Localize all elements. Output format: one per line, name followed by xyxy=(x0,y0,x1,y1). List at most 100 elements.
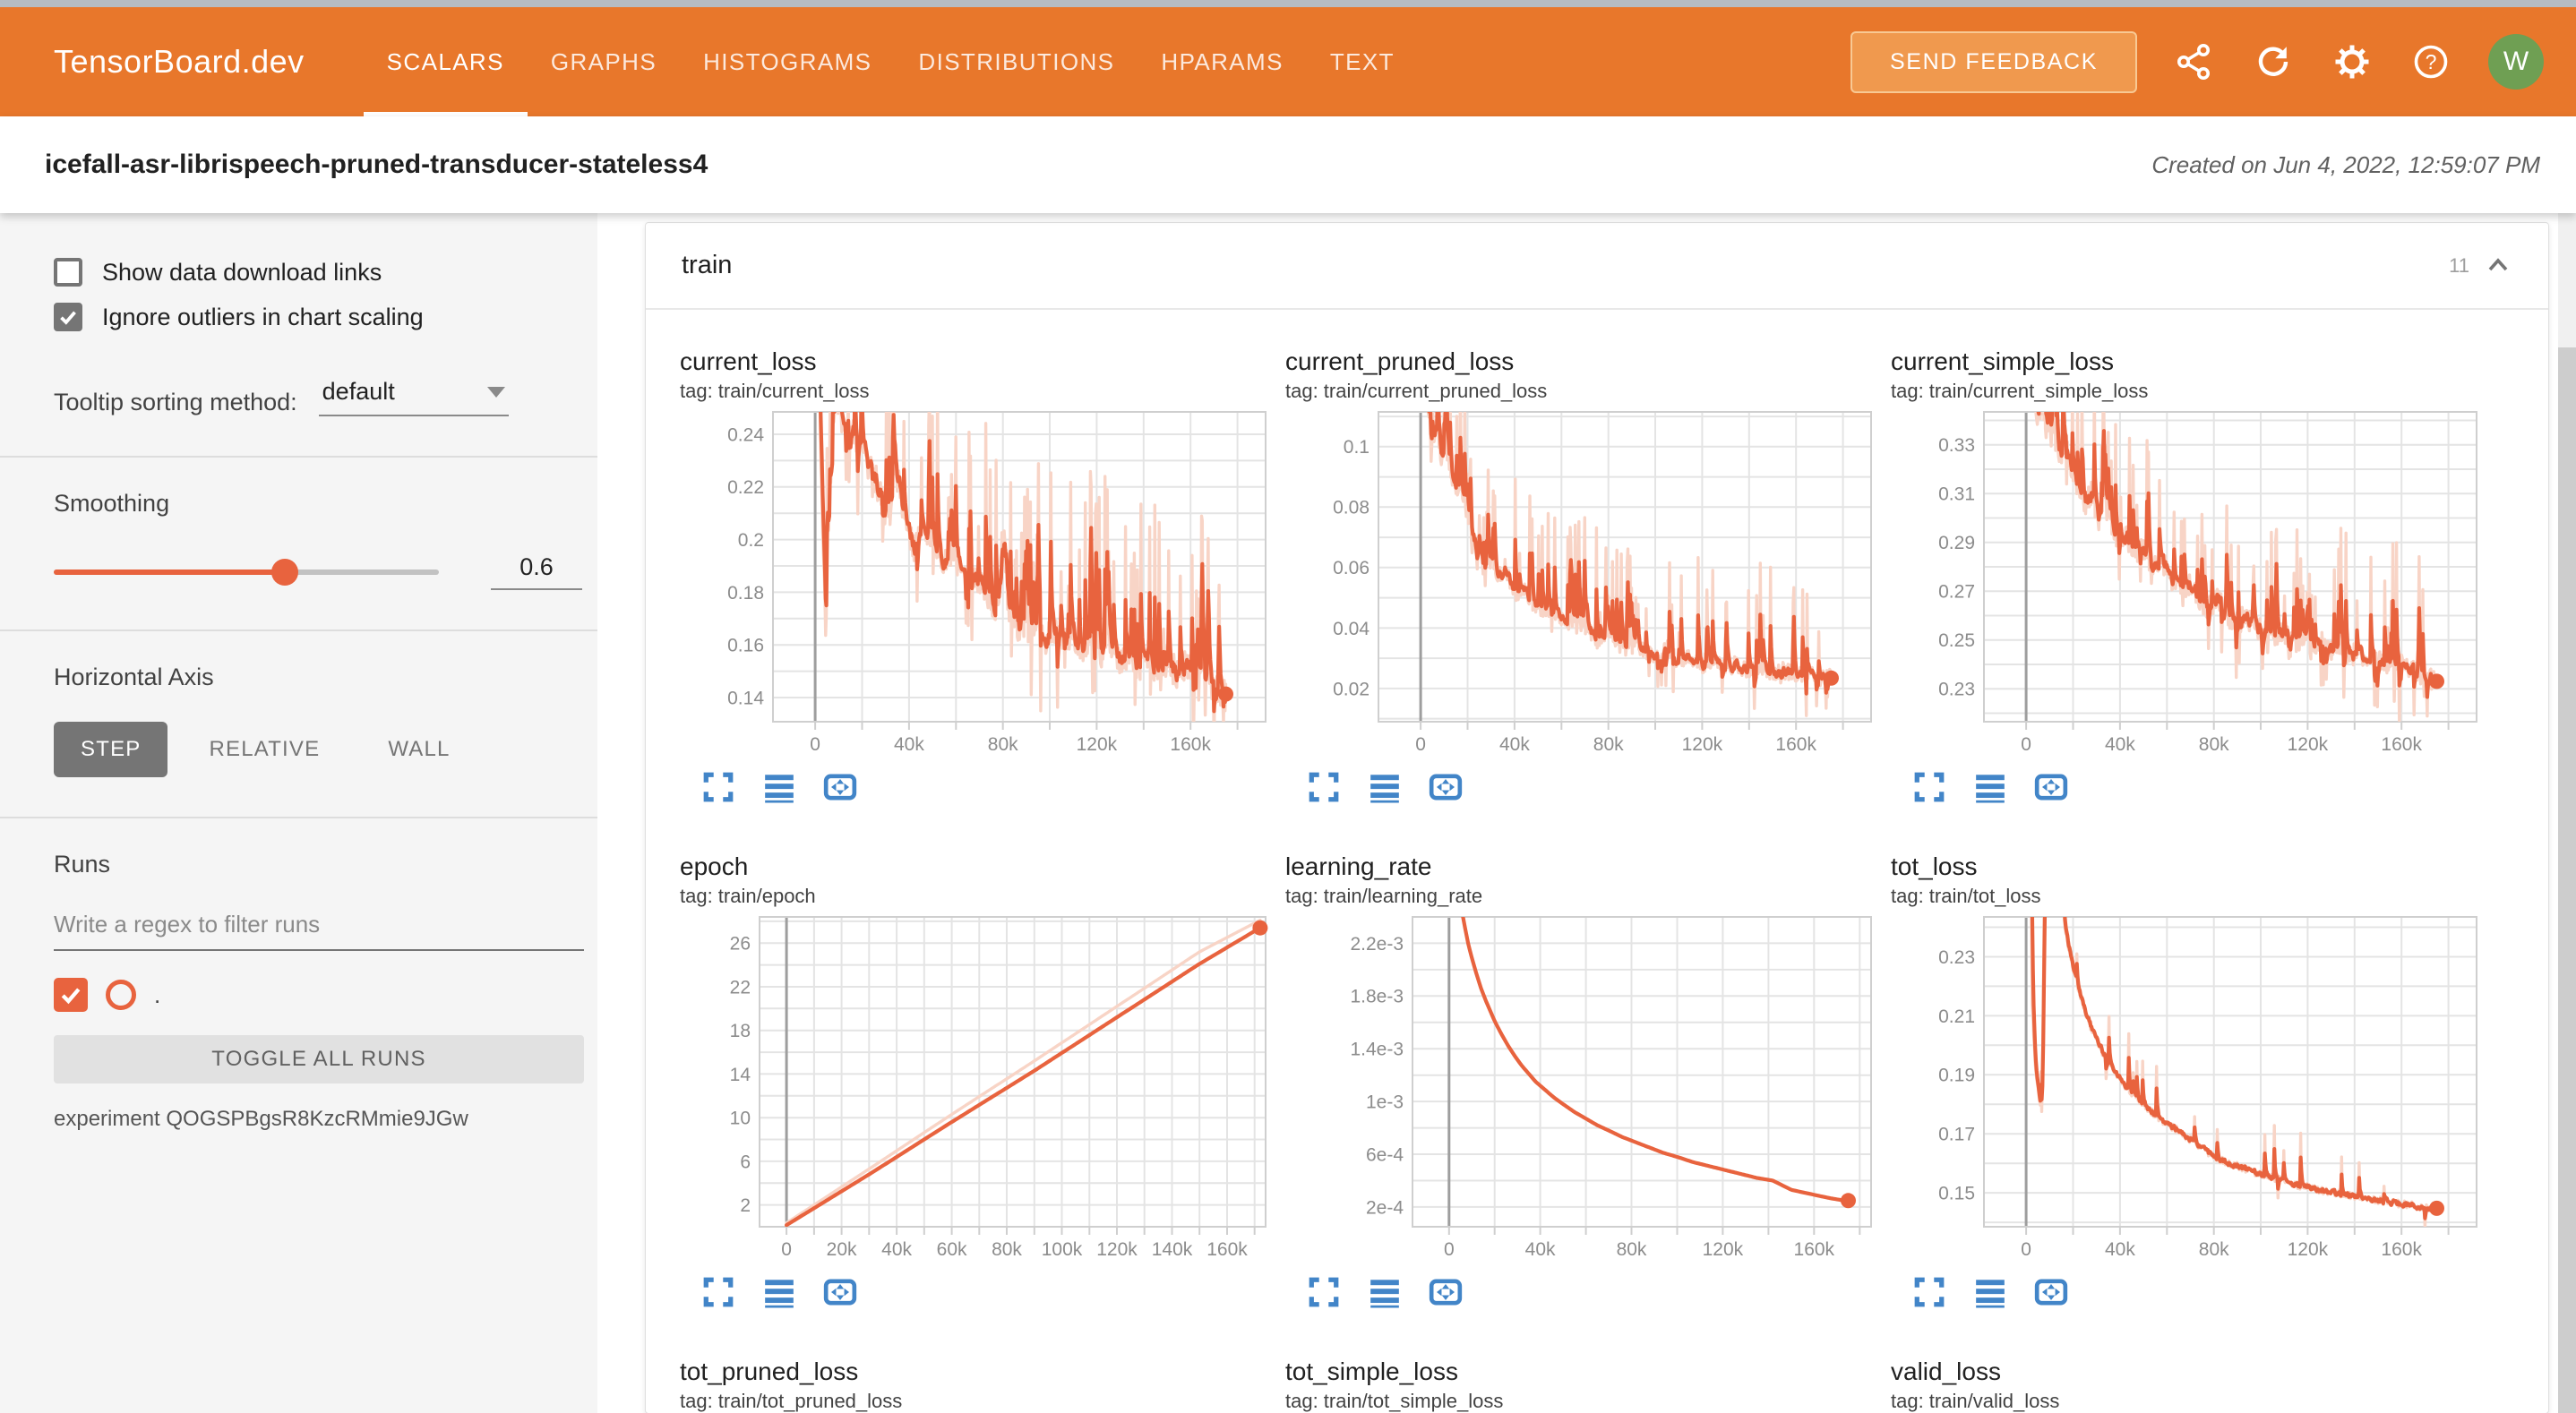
smoothing-slider[interactable] xyxy=(54,558,439,586)
chart-card: current_simple_loss tag: train/current_si… xyxy=(1891,347,2496,852)
scrollbar[interactable] xyxy=(2558,213,2576,1413)
line-chart[interactable]: 0 40k 80k 120k 160k 0.1 0.08 0.06 0.04 0.02 xyxy=(1285,410,1876,759)
line-chart[interactable]: 0 20k 40k 60k 80k 100k 120k 140k 160k 26 22 18 14 10 6… xyxy=(680,915,1271,1264)
expand-chart-icon[interactable] xyxy=(1307,1275,1341,1309)
fit-domain-icon[interactable] xyxy=(1429,770,1463,804)
svg-text:0.27: 0.27 xyxy=(1938,582,1975,603)
avatar[interactable]: W xyxy=(2488,34,2544,90)
svg-text:80k: 80k xyxy=(992,1239,1022,1260)
experiment-titlebar: icefall-asr-librispeech-pruned-transduce… xyxy=(0,116,2576,213)
line-chart[interactable]: 0 40k 80k 120k 160k 2.2e-3 1.8e-3 1.4e-3 1e-3 6e-… xyxy=(1285,915,1876,1264)
log-scale-icon[interactable] xyxy=(1973,770,2007,804)
tab-graphs[interactable]: GRAPHS xyxy=(550,47,657,75)
checkbox-icon xyxy=(54,303,82,331)
log-scale-icon[interactable] xyxy=(762,1275,796,1309)
tooltip-sorting-select[interactable]: default xyxy=(318,376,509,416)
divider xyxy=(0,629,597,631)
svg-text:120k: 120k xyxy=(1077,734,1118,755)
log-scale-icon[interactable] xyxy=(1368,770,1402,804)
line-chart[interactable]: 0 40k 80k 120k 160k 0.23 0.21 0.19 0.17 0.15 xyxy=(1891,915,2482,1264)
app-logo[interactable]: TensorBoard.dev xyxy=(54,43,305,80)
svg-text:2.2e-3: 2.2e-3 xyxy=(1350,934,1404,955)
toggle-all-runs-button[interactable]: TOGGLE ALL RUNS xyxy=(54,1035,584,1083)
svg-text:1.8e-3: 1.8e-3 xyxy=(1350,987,1404,1007)
svg-text:0.29: 0.29 xyxy=(1938,533,1975,553)
section-title: train xyxy=(682,251,733,279)
svg-text:0.31: 0.31 xyxy=(1938,484,1975,505)
svg-text:1.4e-3: 1.4e-3 xyxy=(1350,1040,1404,1060)
fit-domain-icon[interactable] xyxy=(823,770,857,804)
refresh-icon[interactable] xyxy=(2252,40,2295,83)
chevron-down-icon xyxy=(486,386,505,398)
axis-relative-button[interactable]: RELATIVE xyxy=(182,722,347,777)
chart-tag: tag: train/tot_simple_loss xyxy=(1285,1390,1504,1412)
slider-thumb[interactable] xyxy=(271,558,298,586)
run-name: . xyxy=(154,981,161,1008)
run-color-swatch[interactable] xyxy=(106,980,136,1010)
run-checkbox[interactable] xyxy=(54,978,88,1012)
smoothing-label: Smoothing xyxy=(54,490,170,517)
tab-distributions[interactable]: DISTRIBUTIONS xyxy=(918,47,1115,75)
chart-title: tot_loss xyxy=(1891,852,1978,880)
svg-text:0: 0 xyxy=(781,1239,792,1260)
expand-chart-icon[interactable] xyxy=(1912,1275,1946,1309)
fit-domain-icon[interactable] xyxy=(1429,1275,1463,1309)
charts-grid: current_loss tag: train/current_loss 0 40k 8… xyxy=(646,310,2548,1413)
svg-text:40k: 40k xyxy=(894,734,924,755)
chart-title: tot_pruned_loss xyxy=(680,1357,859,1385)
log-scale-icon[interactable] xyxy=(1973,1275,2007,1309)
svg-text:120k: 120k xyxy=(1096,1239,1138,1260)
tab-histograms[interactable]: HISTOGRAMS xyxy=(703,47,872,75)
fit-domain-icon[interactable] xyxy=(2034,770,2068,804)
svg-text:80k: 80k xyxy=(2199,1239,2229,1260)
tab-text[interactable]: TEXT xyxy=(1329,47,1395,75)
svg-text:160k: 160k xyxy=(2381,734,2422,755)
chart-card: tot_simple_loss tag: train/tot_simple_los… xyxy=(1285,1357,1891,1413)
svg-text:2: 2 xyxy=(740,1195,751,1216)
svg-text:0.24: 0.24 xyxy=(727,424,764,445)
chart-tag: tag: train/tot_loss xyxy=(1891,885,2041,907)
tab-scalars[interactable]: SCALARS xyxy=(363,7,528,116)
svg-text:0: 0 xyxy=(1444,1239,1455,1260)
checkbox-icon xyxy=(54,258,82,287)
scrollbar-thumb[interactable] xyxy=(2558,347,2576,1413)
share-icon[interactable] xyxy=(2173,40,2216,83)
chevron-up-icon[interactable] xyxy=(2484,252,2512,280)
chart-toolbar xyxy=(1912,770,2496,804)
runs-filter-input[interactable] xyxy=(54,905,584,951)
tooltip-sorting-label: Tooltip sorting method: xyxy=(54,389,297,415)
fit-domain-icon[interactable] xyxy=(2034,1275,2068,1309)
svg-text:10: 10 xyxy=(730,1109,751,1129)
svg-text:0.25: 0.25 xyxy=(1938,630,1975,651)
svg-text:160k: 160k xyxy=(1775,734,1816,755)
svg-text:40k: 40k xyxy=(1499,734,1530,755)
dashboard-main: train 11 current_loss tag: train/current_… xyxy=(597,213,2576,1413)
expand-chart-icon[interactable] xyxy=(701,1275,735,1309)
slider-fill xyxy=(54,569,285,575)
axis-wall-button[interactable]: WALL xyxy=(361,722,477,777)
axis-step-button[interactable]: STEP xyxy=(54,722,168,777)
expand-chart-icon[interactable] xyxy=(701,770,735,804)
line-chart[interactable]: 0 40k 80k 120k 160k 0.33 0.31 0.29 0.27 0.25 0.23 xyxy=(1891,410,2482,759)
smoothing-value[interactable]: 0.6 xyxy=(491,553,582,590)
chart-toolbar xyxy=(1307,770,1891,804)
checkbox-label: Ignore outliers in chart scaling xyxy=(102,303,424,330)
train-section-header[interactable]: train 11 xyxy=(646,223,2548,310)
svg-text:0.23: 0.23 xyxy=(1938,947,1975,968)
fit-domain-icon[interactable] xyxy=(823,1275,857,1309)
navbar-actions: SEND FEEDBACK ? W xyxy=(1850,7,2544,116)
svg-text:0.1: 0.1 xyxy=(1344,437,1370,458)
expand-chart-icon[interactable] xyxy=(1912,770,1946,804)
help-icon[interactable]: ? xyxy=(2409,40,2452,83)
expand-chart-icon[interactable] xyxy=(1307,770,1341,804)
log-scale-icon[interactable] xyxy=(762,770,796,804)
line-chart[interactable]: 0 40k 80k 120k 160k 0.24 0.22 0.2 0.18 0.16 0.14 xyxy=(680,410,1271,759)
checkbox-show-download-links[interactable]: Show data download links xyxy=(54,258,597,287)
settings-gear-icon[interactable] xyxy=(2331,40,2374,83)
log-scale-icon[interactable] xyxy=(1368,1275,1402,1309)
svg-text:120k: 120k xyxy=(2288,734,2329,755)
send-feedback-button[interactable]: SEND FEEDBACK xyxy=(1850,30,2137,93)
checkbox-ignore-outliers[interactable]: Ignore outliers in chart scaling xyxy=(54,303,597,331)
svg-text:0.14: 0.14 xyxy=(727,688,764,708)
tab-hparams[interactable]: HPARAMS xyxy=(1161,47,1284,75)
